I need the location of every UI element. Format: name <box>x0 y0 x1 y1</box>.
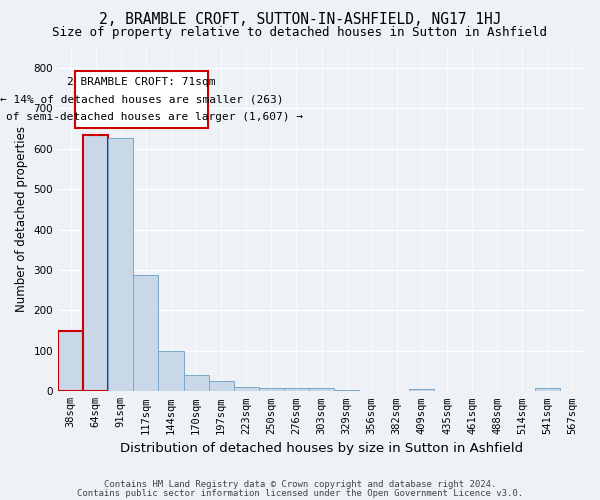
X-axis label: Distribution of detached houses by size in Sutton in Ashfield: Distribution of detached houses by size … <box>120 442 523 455</box>
Bar <box>535 388 560 392</box>
Bar <box>83 135 108 392</box>
Bar <box>209 381 233 392</box>
Bar <box>184 375 209 392</box>
Text: Contains HM Land Registry data © Crown copyright and database right 2024.: Contains HM Land Registry data © Crown c… <box>104 480 496 489</box>
Bar <box>233 388 259 392</box>
Bar <box>158 351 184 392</box>
Bar <box>409 390 434 392</box>
Text: Contains public sector information licensed under the Open Government Licence v3: Contains public sector information licen… <box>77 490 523 498</box>
Y-axis label: Number of detached properties: Number of detached properties <box>15 126 28 312</box>
Text: ← 14% of detached houses are smaller (263): ← 14% of detached houses are smaller (26… <box>0 94 283 104</box>
Bar <box>133 275 158 392</box>
Bar <box>58 332 83 392</box>
Text: 2 BRAMBLE CROFT: 71sqm: 2 BRAMBLE CROFT: 71sqm <box>67 76 215 86</box>
Bar <box>334 390 359 392</box>
Bar <box>309 388 334 392</box>
Text: 85% of semi-detached houses are larger (1,607) →: 85% of semi-detached houses are larger (… <box>0 112 304 122</box>
Bar <box>259 388 284 392</box>
Bar <box>108 138 133 392</box>
Bar <box>284 388 309 392</box>
Text: 2, BRAMBLE CROFT, SUTTON-IN-ASHFIELD, NG17 1HJ: 2, BRAMBLE CROFT, SUTTON-IN-ASHFIELD, NG… <box>99 12 501 28</box>
Text: Size of property relative to detached houses in Sutton in Ashfield: Size of property relative to detached ho… <box>53 26 548 39</box>
